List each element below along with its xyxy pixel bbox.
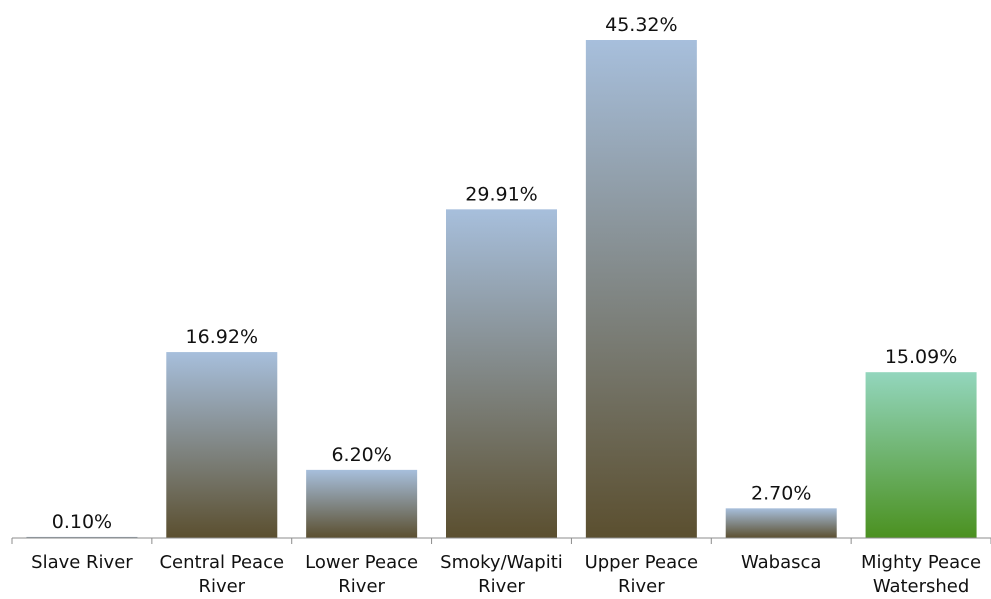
value-label: 15.09% [885,346,957,368]
bar [865,372,977,538]
bar [725,508,837,538]
x-tick-label: Slave River [31,552,133,573]
x-tick-label: Mighty Peace Watershed [861,552,982,597]
x-tick-label: Lower Peace River [305,552,419,597]
x-tick-label: Central Peace River [159,552,285,597]
value-label: 0.10% [52,511,112,533]
value-label: 45.32% [605,14,677,36]
x-tick-label: Smoky/Wapiti River [440,552,563,597]
bar [585,40,697,538]
bar [26,536,138,538]
value-label: 16.92% [186,326,258,348]
x-tick-label: Upper Peace River [584,552,699,597]
bar [446,209,557,538]
value-label: 2.70% [751,482,811,504]
value-label: 6.20% [331,444,391,466]
x-tick-label: Wabasca [740,552,822,573]
bar [166,352,278,538]
value-label: 29.91% [465,183,537,205]
bar [306,469,418,538]
